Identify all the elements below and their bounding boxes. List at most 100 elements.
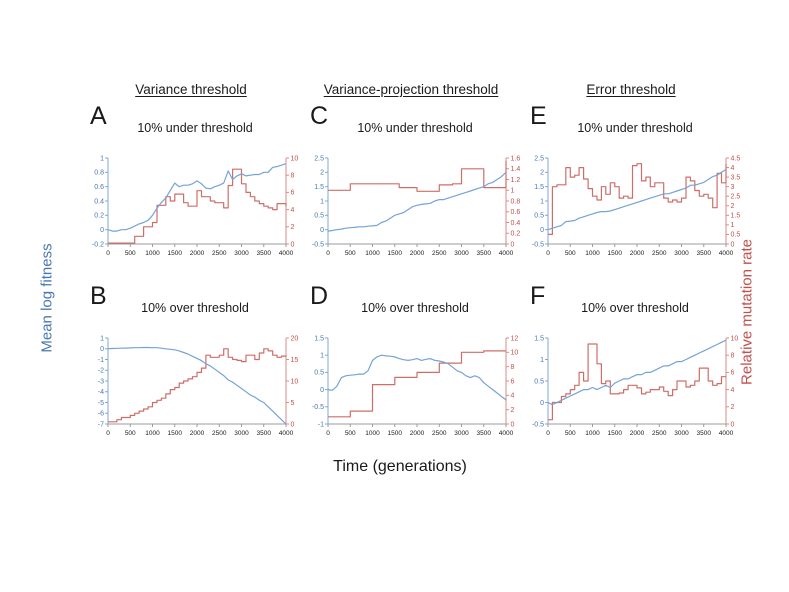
svg-text:3000: 3000 [674, 430, 689, 437]
svg-text:1.2: 1.2 [511, 177, 521, 184]
svg-text:2.5: 2.5 [731, 194, 741, 201]
svg-text:3000: 3000 [674, 250, 689, 257]
svg-text:-6: -6 [98, 411, 104, 418]
svg-text:1.5: 1.5 [314, 335, 324, 342]
svg-text:2.5: 2.5 [314, 155, 324, 162]
svg-text:0: 0 [546, 250, 550, 257]
panel-letter-D: D [310, 282, 329, 310]
svg-text:-0.5: -0.5 [532, 241, 544, 248]
svg-text:0.5: 0.5 [731, 232, 741, 239]
svg-text:3000: 3000 [454, 430, 469, 437]
panel-letter-E: E [530, 102, 547, 130]
svg-text:2000: 2000 [630, 250, 645, 257]
svg-text:8: 8 [511, 364, 515, 371]
svg-text:1: 1 [511, 188, 515, 195]
svg-text:3500: 3500 [477, 430, 492, 437]
svg-text:10: 10 [511, 350, 519, 357]
svg-text:1: 1 [540, 198, 544, 205]
svg-text:1: 1 [100, 335, 104, 342]
svg-text:3500: 3500 [257, 430, 272, 437]
panel-B: B 10% over threshold 1 0 -1 -2 -3 -4 -5 -6 -7 20 1… [86, 282, 304, 446]
svg-text:500: 500 [125, 250, 136, 257]
svg-text:1.5: 1.5 [731, 213, 741, 220]
chart-E: 2.521.510.50-0.54.543.532.521.510.500 500… [532, 155, 741, 257]
svg-text:2: 2 [511, 407, 515, 414]
svg-text:1: 1 [320, 353, 324, 360]
svg-text:-2: -2 [98, 368, 104, 375]
svg-text:0: 0 [546, 430, 550, 437]
svg-text:2000: 2000 [630, 430, 645, 437]
svg-text:1: 1 [731, 222, 735, 229]
svg-text:3500: 3500 [257, 250, 272, 257]
svg-text:1: 1 [320, 198, 324, 205]
svg-text:4000: 4000 [499, 250, 514, 257]
svg-text:0.6: 0.6 [511, 209, 521, 216]
svg-text:3: 3 [731, 184, 735, 191]
svg-text:0: 0 [106, 250, 110, 257]
svg-text:2500: 2500 [432, 250, 447, 257]
svg-text:1500: 1500 [168, 250, 183, 257]
chart-D: 1.5 1 0.5 0 -0.5 -1 12 10 8 6 4 2 0 0 500 1000 1500 2000 2… [312, 335, 519, 437]
panel-C: C 10% under threshold 2.5 2 1.5 1 0.5 0 -0.5 1.… [306, 102, 524, 266]
panel-F: F 10% over threshold 1.5 1 0.5 0 -0.5 10 8 6 4 2 0… [526, 282, 744, 446]
svg-text:4: 4 [731, 165, 735, 172]
svg-text:1000: 1000 [145, 250, 160, 257]
svg-text:8: 8 [291, 173, 295, 180]
svg-text:2500: 2500 [652, 250, 667, 257]
svg-text:2: 2 [540, 170, 544, 177]
svg-text:0: 0 [731, 421, 735, 428]
svg-text:500: 500 [345, 250, 356, 257]
svg-text:-0.2: -0.2 [92, 241, 104, 248]
svg-text:500: 500 [565, 430, 576, 437]
svg-text:0.2: 0.2 [94, 213, 104, 220]
svg-text:0: 0 [326, 430, 330, 437]
svg-text:1000: 1000 [145, 430, 160, 437]
svg-text:4: 4 [511, 393, 515, 400]
svg-text:4: 4 [731, 387, 735, 394]
svg-text:0: 0 [320, 387, 324, 394]
panel-title-A: 10% under threshold [137, 121, 253, 135]
svg-text:500: 500 [565, 250, 576, 257]
svg-text:2500: 2500 [212, 250, 227, 257]
column-header-error-threshold: Error threshold [586, 82, 676, 97]
svg-text:5: 5 [291, 400, 295, 407]
svg-text:1: 1 [540, 357, 544, 364]
svg-text:2500: 2500 [652, 430, 667, 437]
svg-text:1.6: 1.6 [511, 155, 521, 162]
svg-text:10: 10 [291, 378, 299, 385]
svg-text:0.2: 0.2 [511, 231, 521, 238]
svg-text:1500: 1500 [168, 430, 183, 437]
panel-title-F: 10% over threshold [581, 301, 689, 315]
svg-text:1.5: 1.5 [534, 335, 544, 342]
svg-text:0.8: 0.8 [94, 170, 104, 177]
svg-text:0: 0 [106, 430, 110, 437]
svg-text:6: 6 [291, 190, 295, 197]
svg-text:0.6: 0.6 [94, 184, 104, 191]
svg-text:1: 1 [100, 155, 104, 162]
svg-text:2: 2 [731, 203, 735, 210]
panel-D: D 10% over threshold 1.5 1 0.5 0 -0.5 -1 12 10 8… [306, 282, 524, 446]
svg-text:6: 6 [511, 378, 515, 385]
panel-title-C: 10% under threshold [357, 121, 473, 135]
panel-letter-C: C [310, 102, 329, 130]
svg-text:4000: 4000 [499, 430, 514, 437]
svg-text:1500: 1500 [388, 250, 403, 257]
left-y-axis-label: Mean log fitness [38, 243, 56, 353]
svg-text:0: 0 [291, 421, 295, 428]
svg-text:0.8: 0.8 [511, 198, 521, 205]
svg-text:1000: 1000 [365, 250, 380, 257]
svg-text:-1: -1 [98, 357, 104, 364]
svg-text:4000: 4000 [719, 250, 734, 257]
svg-text:-7: -7 [98, 421, 104, 428]
svg-text:500: 500 [345, 430, 356, 437]
svg-text:0.5: 0.5 [314, 213, 324, 220]
svg-text:3500: 3500 [697, 250, 712, 257]
svg-text:0: 0 [511, 241, 515, 248]
panel-title-B: 10% over threshold [141, 301, 249, 315]
svg-text:20: 20 [291, 335, 299, 342]
svg-text:2: 2 [291, 224, 295, 231]
